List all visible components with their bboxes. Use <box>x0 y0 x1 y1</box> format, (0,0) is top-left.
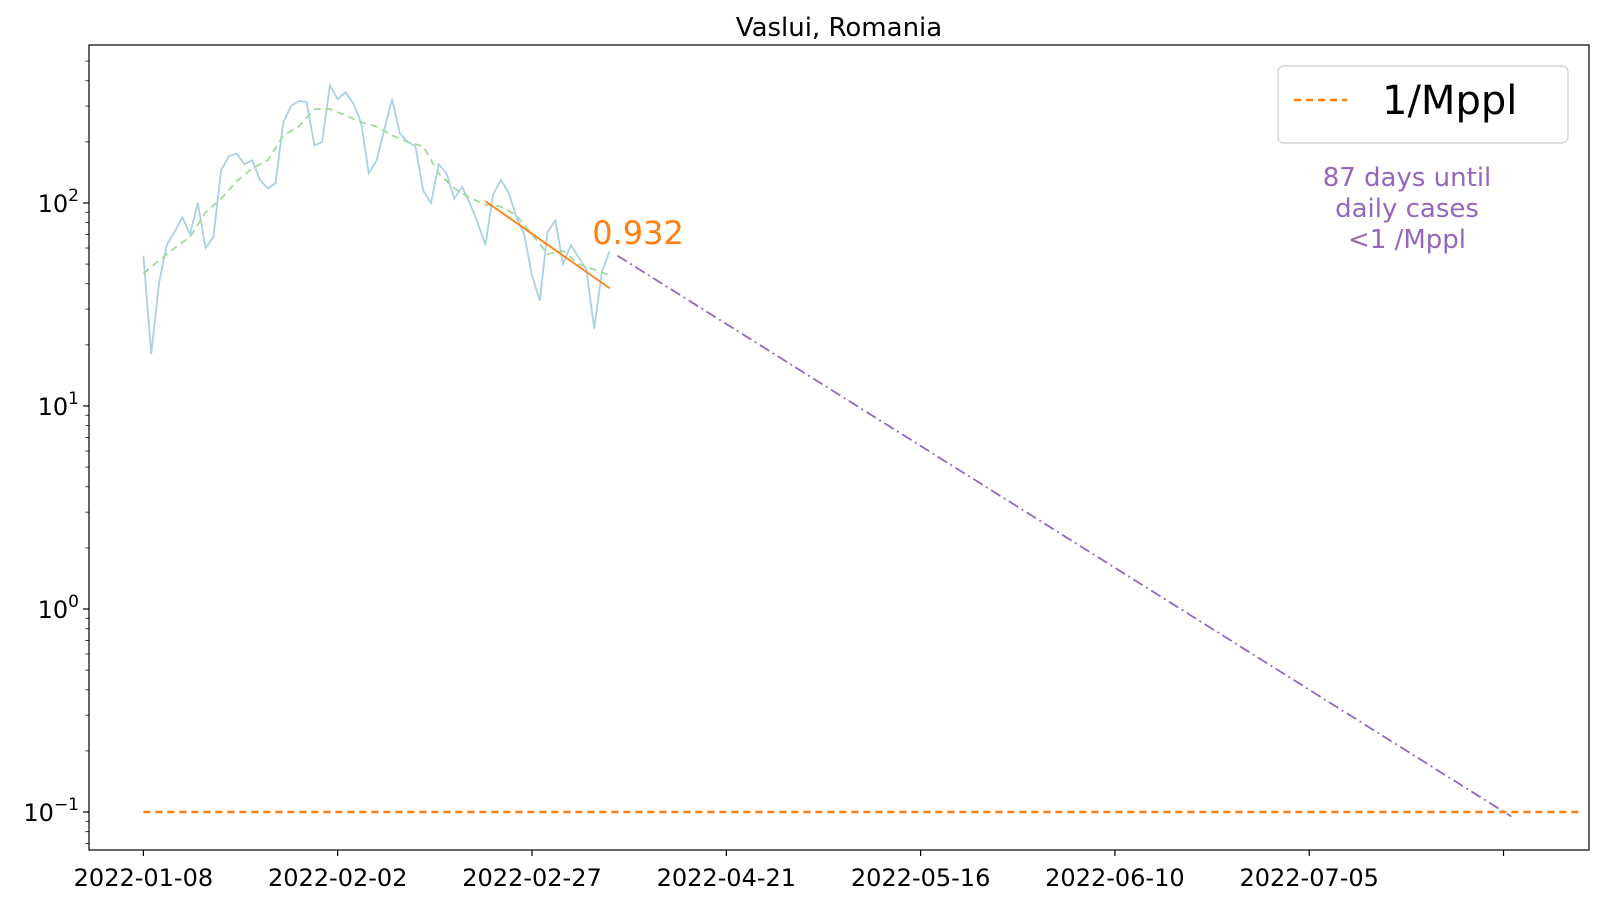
chart-title: Vaslui, Romania <box>736 13 942 43</box>
annotation-layer: 0.932 87 days until daily cases <1 /Mppl <box>592 163 1491 255</box>
daily-line <box>142 82 611 355</box>
y-axis: 10−1 100 101 102 <box>23 60 89 844</box>
x-tick-label: 2022-05-16 <box>851 864 990 892</box>
x-tick-label: 2022-06-10 <box>1045 864 1184 892</box>
trend-fit-line <box>484 200 611 290</box>
days-until-annotation-line: <1 /Mppl <box>1348 225 1466 255</box>
y-tick-label: 101 <box>38 389 79 421</box>
projection-line <box>617 254 1512 818</box>
slope-annotation: 0.932 <box>592 214 684 252</box>
x-tick-label: 2022-04-21 <box>657 864 796 892</box>
x-tick-label: 2022-01-08 <box>74 864 213 892</box>
days-until-annotation-line: 87 days until <box>1323 163 1492 193</box>
legend-label: 1/Mppl <box>1382 78 1517 124</box>
x-tick-label: 2022-02-02 <box>268 864 407 892</box>
plot-area-frame <box>88 44 1590 851</box>
x-tick-label: 2022-02-27 <box>462 864 601 892</box>
legend-box <box>1277 65 1569 144</box>
legend: 1/Mppl <box>1277 65 1569 144</box>
y-tick-label: 102 <box>38 186 79 218</box>
series-layer <box>142 82 1582 818</box>
days-until-annotation: 87 days until daily cases <1 /Mppl <box>1323 163 1492 255</box>
7-day-average-line <box>142 108 611 277</box>
x-axis: 2022-01-08 2022-02-02 2022-02-27 2022-04-21… <box>74 850 1505 892</box>
y-tick-label: 10−1 <box>23 795 79 827</box>
x-tick-label: 2022-07-05 <box>1239 864 1378 892</box>
y-tick-label: 100 <box>38 592 79 624</box>
days-until-annotation-line: daily cases <box>1335 194 1479 224</box>
